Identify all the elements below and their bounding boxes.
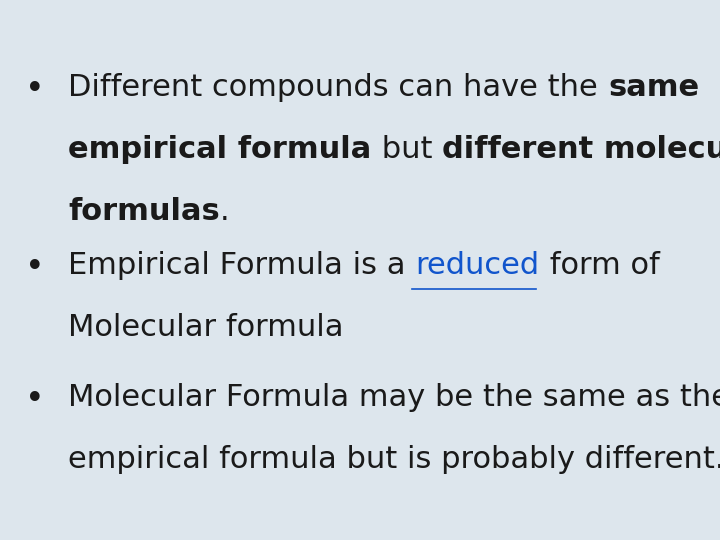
Text: but: but	[372, 135, 442, 164]
Text: •: •	[25, 251, 45, 284]
Text: reduced: reduced	[415, 251, 540, 280]
Text: Molecular Formula may be the same as the: Molecular Formula may be the same as the	[68, 383, 720, 413]
Text: formulas: formulas	[68, 197, 220, 226]
Text: Empirical Formula is a: Empirical Formula is a	[68, 251, 415, 280]
Text: •: •	[25, 73, 45, 106]
Text: form of: form of	[540, 251, 660, 280]
Text: empirical formula but is probably different.: empirical formula but is probably differ…	[68, 446, 720, 475]
Text: •: •	[25, 383, 45, 416]
Text: same: same	[608, 73, 699, 102]
Text: .: .	[220, 197, 230, 226]
Text: Different compounds can have the: Different compounds can have the	[68, 73, 608, 102]
Text: Molecular formula: Molecular formula	[68, 313, 344, 342]
Text: empirical formula: empirical formula	[68, 135, 372, 164]
Text: different molecular: different molecular	[442, 135, 720, 164]
